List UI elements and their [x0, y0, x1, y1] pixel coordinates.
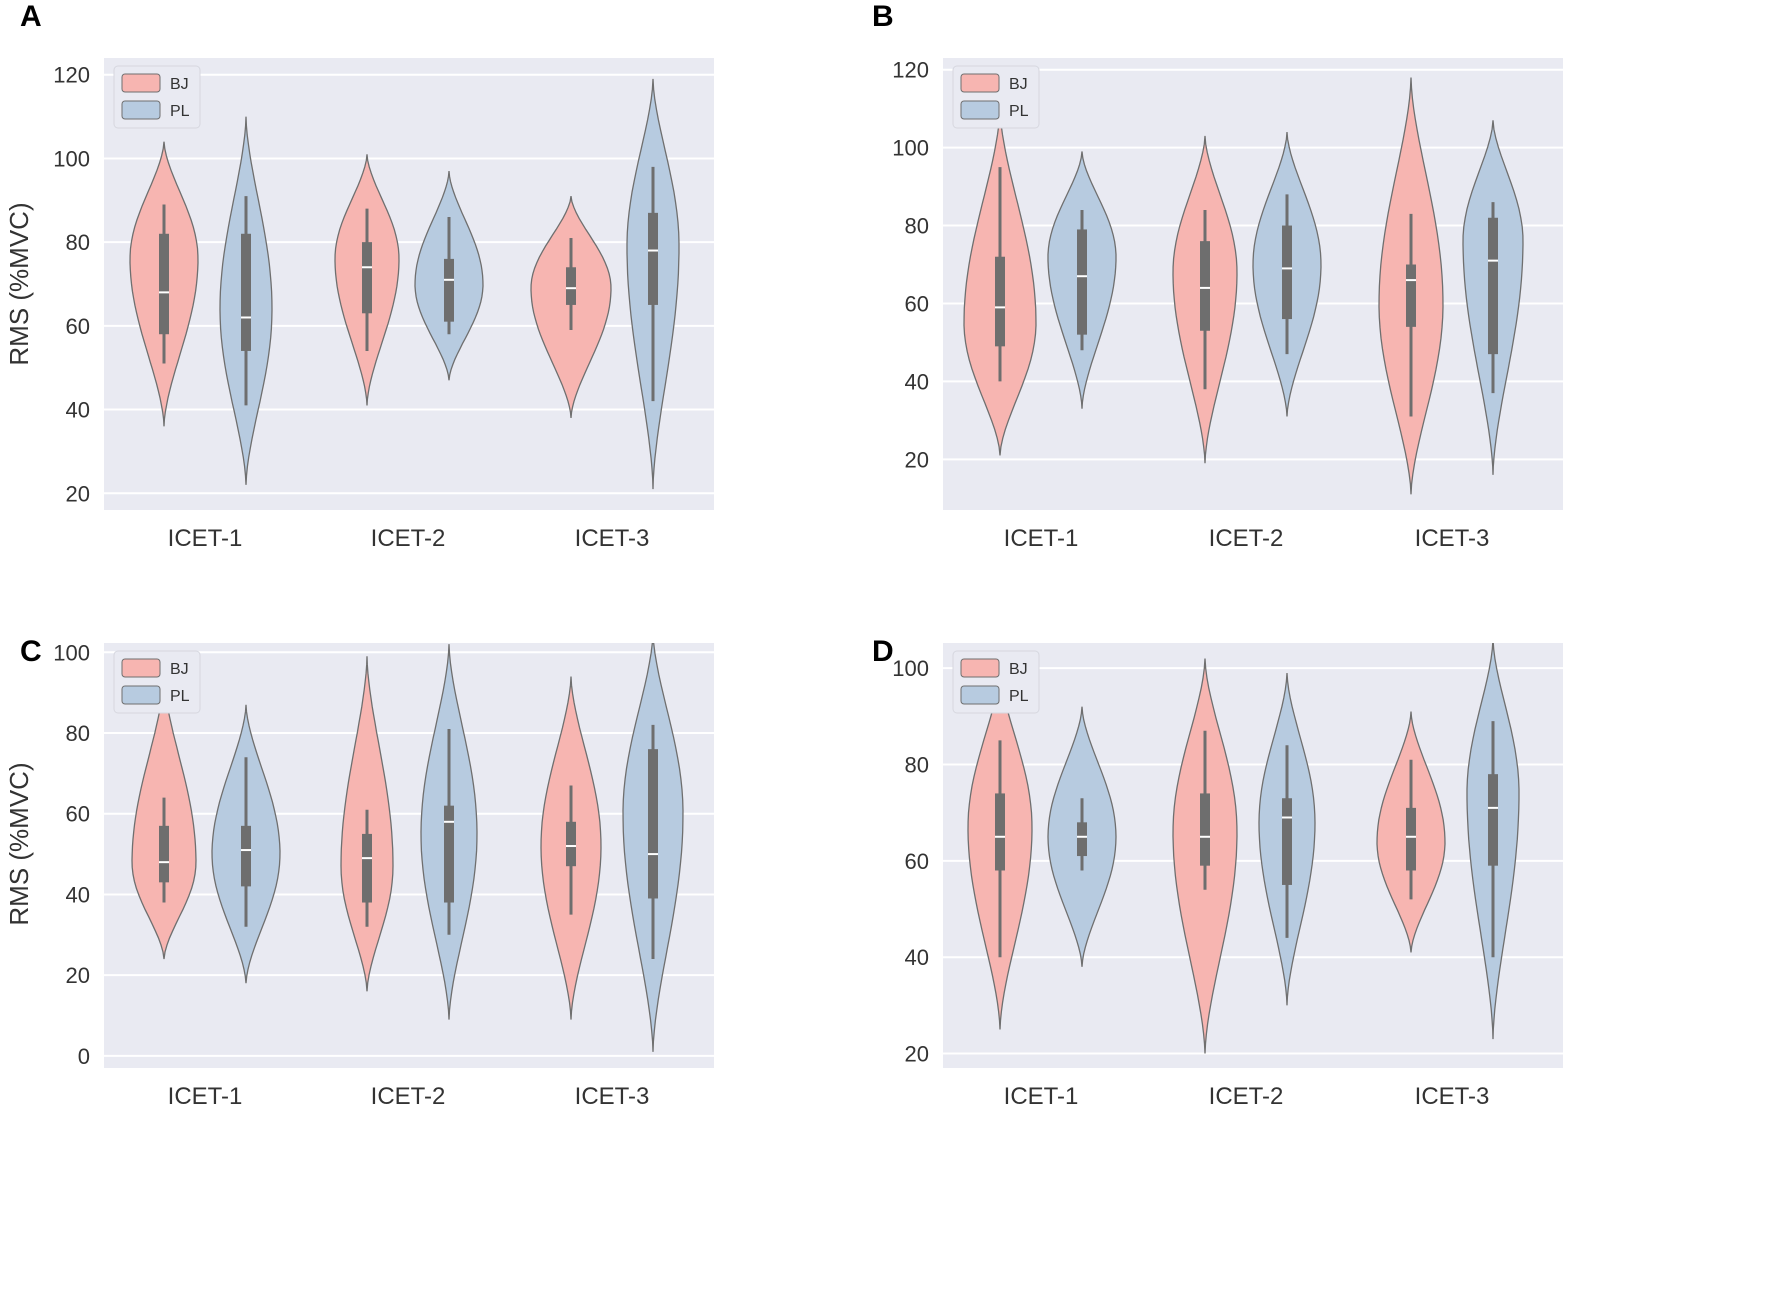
y-tick-label: 40 [905, 945, 929, 970]
iqr-box [159, 825, 169, 883]
y-tick-label: 100 [53, 643, 90, 665]
y-tick-label: 80 [905, 214, 929, 239]
legend-swatch-bj [960, 658, 1000, 678]
panel-a: A 20 40 60 80 100 120 RMS (%MVC) ICET-1 ICET-2 IC… [0, 0, 886, 643]
iqr-box [241, 233, 251, 351]
plot-background [943, 620, 1563, 1068]
legend-swatch-bj [121, 73, 161, 93]
x-tick-label: ICET-1 [1004, 525, 1079, 552]
legend: BJ PL [952, 65, 1040, 129]
iqr-box [1077, 822, 1087, 857]
y-tick-label: 40 [66, 882, 90, 907]
y-tick-label: 60 [905, 291, 929, 316]
panel-letter-c: C [20, 635, 42, 668]
iqr-box [566, 821, 576, 867]
violin-chart-a: 20 40 60 80 100 120 RMS (%MVC) ICET-1 ICET-2 ICET… [4, 58, 714, 552]
iqr-box [1282, 225, 1292, 320]
iqr-box [1200, 241, 1210, 331]
legend-swatch-pl [121, 100, 161, 120]
legend: BJ PL [113, 650, 201, 714]
panel-letter-d: D [872, 635, 894, 668]
legend-label-bj: BJ [1009, 76, 1028, 93]
legend-swatch-bj [960, 73, 1000, 93]
y-tick-label: 40 [905, 369, 929, 394]
iqr-box [566, 267, 576, 305]
iqr-box [1282, 798, 1292, 885]
legend-label-pl: PL [170, 103, 190, 120]
y-tick-label: 80 [66, 721, 90, 746]
violin-chart-c: 0 20 40 60 80 100 RMS (%MVC) ICET-1 ICET-2 ICET-3… [4, 620, 714, 1110]
x-tick-label: ICET-3 [1415, 1083, 1490, 1110]
panel-letter-a: A [20, 0, 42, 33]
x-tick-label: ICET-3 [1415, 525, 1490, 552]
legend: BJ PL [113, 65, 201, 129]
iqr-box [648, 212, 658, 305]
iqr-box [241, 825, 251, 887]
y-axis-label: RMS (%MVC) [4, 202, 34, 365]
iqr-box [1200, 793, 1210, 866]
legend-label-bj: BJ [170, 76, 189, 93]
y-tick-label: 60 [66, 802, 90, 827]
legend-swatch-pl [121, 685, 161, 705]
iqr-box [995, 793, 1005, 871]
iqr-box [1406, 264, 1416, 327]
legend-label-pl: PL [1009, 103, 1029, 120]
x-tick-label: ICET-1 [168, 1083, 243, 1110]
x-tick-label: ICET-2 [1209, 525, 1284, 552]
x-tick-label: ICET-1 [168, 525, 243, 552]
y-axis-label: RMS (%MVC) [4, 762, 34, 925]
y-tick-label: 20 [905, 447, 929, 472]
iqr-box [362, 242, 372, 314]
y-tick-label: 20 [66, 963, 90, 988]
x-tick-label: ICET-3 [575, 525, 650, 552]
iqr-box [1488, 774, 1498, 866]
iqr-box [444, 805, 454, 903]
iqr-box [159, 233, 169, 335]
x-tick-label: ICET-2 [371, 525, 446, 552]
iqr-box [362, 833, 372, 903]
legend-swatch-pl [960, 685, 1000, 705]
y-tick-label: 0 [78, 1044, 90, 1069]
y-tick-label: 100 [53, 146, 90, 171]
y-tick-label: 40 [66, 398, 90, 423]
plot-background [943, 58, 1563, 510]
y-tick-label: 60 [905, 849, 929, 874]
x-tick-label: ICET-1 [1004, 1083, 1079, 1110]
x-tick-label: ICET-2 [371, 1083, 446, 1110]
y-tick-label: 120 [892, 58, 929, 83]
y-tick-label: 60 [66, 314, 90, 339]
iqr-box [648, 749, 658, 899]
x-tick-label: ICET-3 [575, 1083, 650, 1110]
iqr-box [1488, 217, 1498, 355]
x-tick-label: ICET-2 [1209, 1083, 1284, 1110]
y-tick-label: 100 [892, 136, 929, 161]
y-tick-label: 80 [66, 230, 90, 255]
y-tick-label: 120 [53, 63, 90, 88]
legend-label-pl: PL [170, 688, 190, 705]
plot-background [104, 620, 714, 1068]
plot-background [104, 58, 714, 510]
iqr-box [1077, 229, 1087, 335]
legend: BJ PL [952, 650, 1040, 714]
panel-letter-b: B [872, 0, 894, 33]
legend-swatch-bj [121, 658, 161, 678]
y-tick-label: 20 [905, 1042, 929, 1067]
panel-c: C 0 20 40 60 80 100 RMS (%MVC) ICET-1 ICET-2 ICET… [0, 620, 886, 1286]
iqr-box [444, 258, 454, 322]
legend-label-bj: BJ [170, 661, 189, 678]
legend-label-pl: PL [1009, 688, 1029, 705]
legend-label-bj: BJ [1009, 661, 1028, 678]
y-tick-label: 20 [66, 481, 90, 506]
iqr-box [995, 256, 1005, 347]
y-tick-label: 80 [905, 753, 929, 778]
y-tick-label: 100 [892, 656, 929, 681]
iqr-box [1406, 807, 1416, 871]
legend-swatch-pl [960, 100, 1000, 120]
